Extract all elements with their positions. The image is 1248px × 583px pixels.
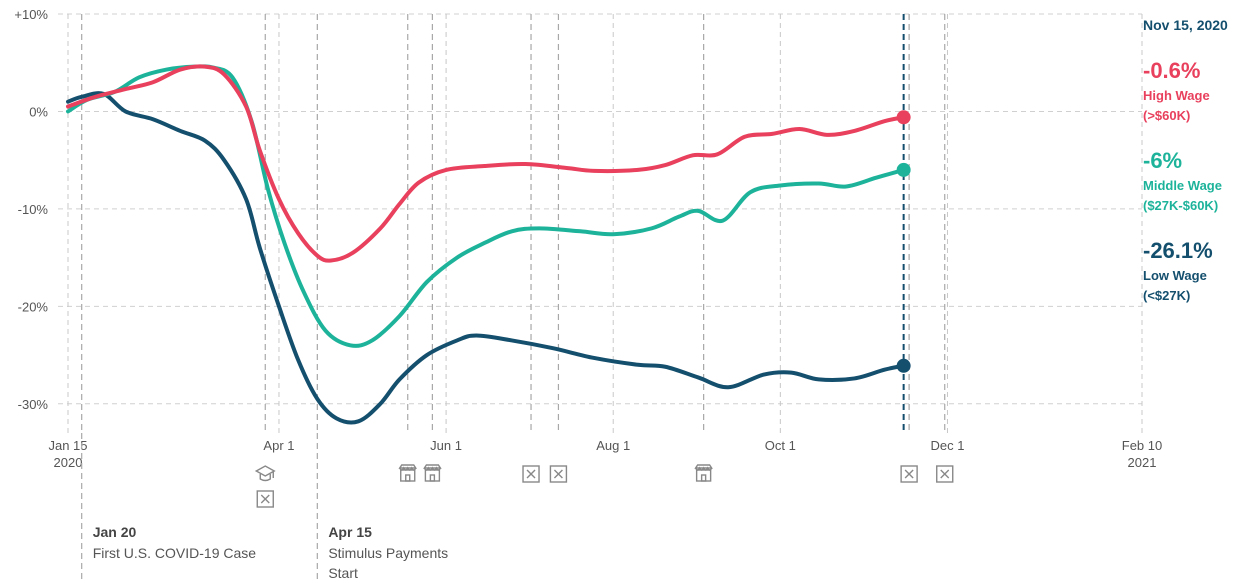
closure-icon	[549, 465, 568, 483]
store-icon-door	[700, 474, 707, 482]
y-tick-label: -20%	[18, 299, 49, 314]
closure-icon-stroke	[904, 469, 914, 479]
closure-icon-box	[900, 465, 918, 483]
closure-icon-stroke	[940, 469, 950, 479]
store-icon-awning	[694, 464, 713, 469]
low-wage-legend-range: (<$27K)	[1143, 288, 1190, 303]
store-icon-awning	[398, 464, 418, 469]
closure-icon	[256, 490, 274, 508]
store-icon	[423, 464, 442, 482]
y-tick-label: -10%	[18, 202, 49, 217]
x-tick-sublabel: 2021	[1128, 455, 1157, 470]
middle-wage-endpoint	[896, 162, 911, 177]
annotation-text: Start	[328, 565, 358, 581]
low-wage-endpoint	[896, 358, 911, 373]
x-tick-sublabel: 2020	[54, 455, 83, 470]
closure-icon-box	[256, 490, 274, 508]
high-wage-line	[66, 64, 906, 263]
y-tick-label: +10%	[14, 7, 48, 22]
closure-icon-box	[936, 465, 954, 483]
series-lines	[66, 64, 911, 425]
store-icon	[694, 464, 713, 482]
middle-wage-legend-name: Middle Wage	[1143, 178, 1222, 193]
x-tick-label: Jun 1	[430, 438, 462, 453]
x-tick-label: Apr 1	[263, 438, 294, 453]
closure-icon-box	[549, 465, 568, 483]
event-lines	[81, 14, 946, 433]
y-tick-label: 0%	[29, 104, 48, 119]
high-wage-legend-range: (>$60K)	[1143, 108, 1190, 123]
x-tick-label: Dec 1	[930, 438, 964, 453]
y-tick-label: -30%	[18, 397, 49, 412]
low-wage-final-value: -26.1%	[1143, 238, 1213, 263]
event-icons	[254, 464, 954, 508]
school-icon	[254, 465, 276, 482]
closure-icon	[522, 465, 540, 483]
current-date-label: Nov 15, 2020	[1143, 17, 1228, 33]
annotation-title: Jan 20	[93, 524, 137, 540]
low-wage-legend-name: Low Wage	[1143, 268, 1207, 283]
x-tick-label: Oct 1	[765, 438, 796, 453]
high-wage-endpoint	[896, 110, 911, 125]
store-icon	[398, 464, 418, 482]
annotation-title: Apr 15	[328, 524, 372, 540]
axes: +10% 0% -10% -20% -30% Jan 15 2020 Apr 1 Jun 1 Au…	[14, 7, 1162, 470]
grid	[58, 13, 1143, 433]
legend: Nov 15, 2020 -0.6% High Wage (>$60K) -6% Mid…	[1143, 17, 1228, 303]
school-icon-cap	[254, 465, 276, 477]
closure-icon	[900, 465, 918, 483]
x-tick-label: Jan 15	[48, 438, 87, 453]
x-tick-label: Aug 1	[596, 438, 630, 453]
high-wage-final-value: -0.6%	[1143, 58, 1200, 83]
middle-wage-legend-range: ($27K-$60K)	[1143, 198, 1218, 213]
closure-icon-stroke	[526, 469, 536, 479]
store-icon-awning	[423, 464, 442, 469]
store-icon-door	[405, 474, 411, 482]
closure-icon	[936, 465, 954, 483]
x-tick-label: Feb 10	[1122, 438, 1162, 453]
closure-icon-stroke	[553, 469, 563, 479]
annotation-text: First U.S. COVID-19 Case	[93, 545, 257, 561]
school-icon-band	[259, 474, 271, 482]
annotations: Jan 20 First U.S. COVID-19 Case Apr 15 Stim…	[81, 433, 448, 583]
middle-wage-line	[66, 64, 906, 348]
high-wage-legend-name: High Wage	[1143, 88, 1210, 103]
low-wage-line	[66, 91, 906, 425]
annotation-text: Stimulus Payments	[328, 545, 448, 561]
middle-wage-final-value: -6%	[1143, 148, 1182, 173]
store-icon-door	[429, 474, 436, 482]
closure-icon-box	[522, 465, 540, 483]
closure-icon-stroke	[260, 494, 270, 504]
